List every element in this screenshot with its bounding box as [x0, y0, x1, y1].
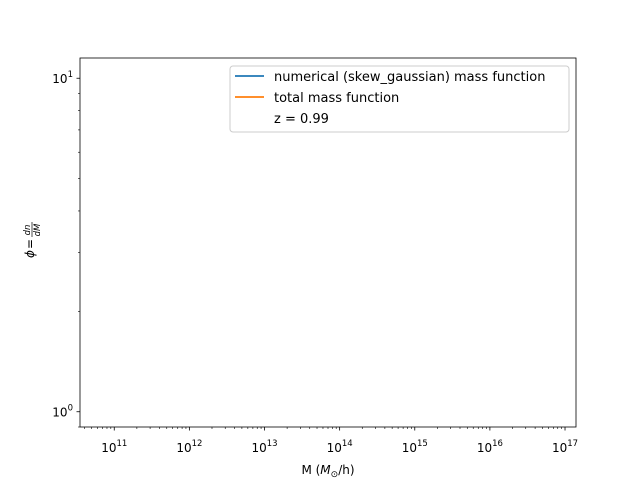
- legend-label-total: total mass function: [274, 91, 399, 106]
- legend-label-numerical: numerical (skew_gaussian) mass function: [274, 70, 545, 85]
- x-tick-label: 1015: [402, 439, 428, 455]
- x-tick-label: 1012: [176, 439, 202, 455]
- y-axis-ticks: 100 101: [52, 70, 80, 428]
- legend-annotation-redshift: z = 0.99: [274, 112, 329, 127]
- legend-box: [229, 65, 570, 133]
- x-tick-label: 1011: [101, 439, 127, 455]
- x-tick-label: 1014: [327, 439, 353, 455]
- x-axis-label: M (M⊙/h): [301, 463, 354, 480]
- y-axis-label-numerator: dn: [23, 225, 33, 236]
- y-axis-label-equals: =: [23, 239, 37, 249]
- y-axis-label-denominator: dM: [33, 223, 43, 236]
- x-axis-ticks: 1011 1012 1013 1014 1015 1016 1017: [84, 427, 578, 455]
- legend: numerical (skew_gaussian) mass function …: [229, 65, 570, 133]
- y-tick-label: 100: [52, 404, 73, 420]
- y-tick-label: 101: [52, 70, 73, 86]
- x-tick-label: 1017: [552, 439, 578, 455]
- y-axis-label-symbol: ϕ: [23, 250, 37, 258]
- x-tick-label: 1013: [251, 439, 277, 455]
- x-tick-label: 1016: [477, 439, 503, 455]
- y-axis-label: ϕ = dn dM: [23, 222, 43, 258]
